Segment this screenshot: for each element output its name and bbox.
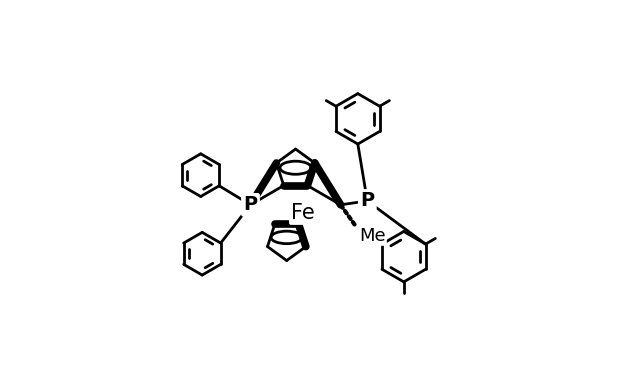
Text: P: P bbox=[360, 191, 374, 211]
Text: Fe: Fe bbox=[291, 203, 315, 223]
Text: P: P bbox=[244, 195, 257, 214]
Text: Me: Me bbox=[359, 227, 386, 245]
